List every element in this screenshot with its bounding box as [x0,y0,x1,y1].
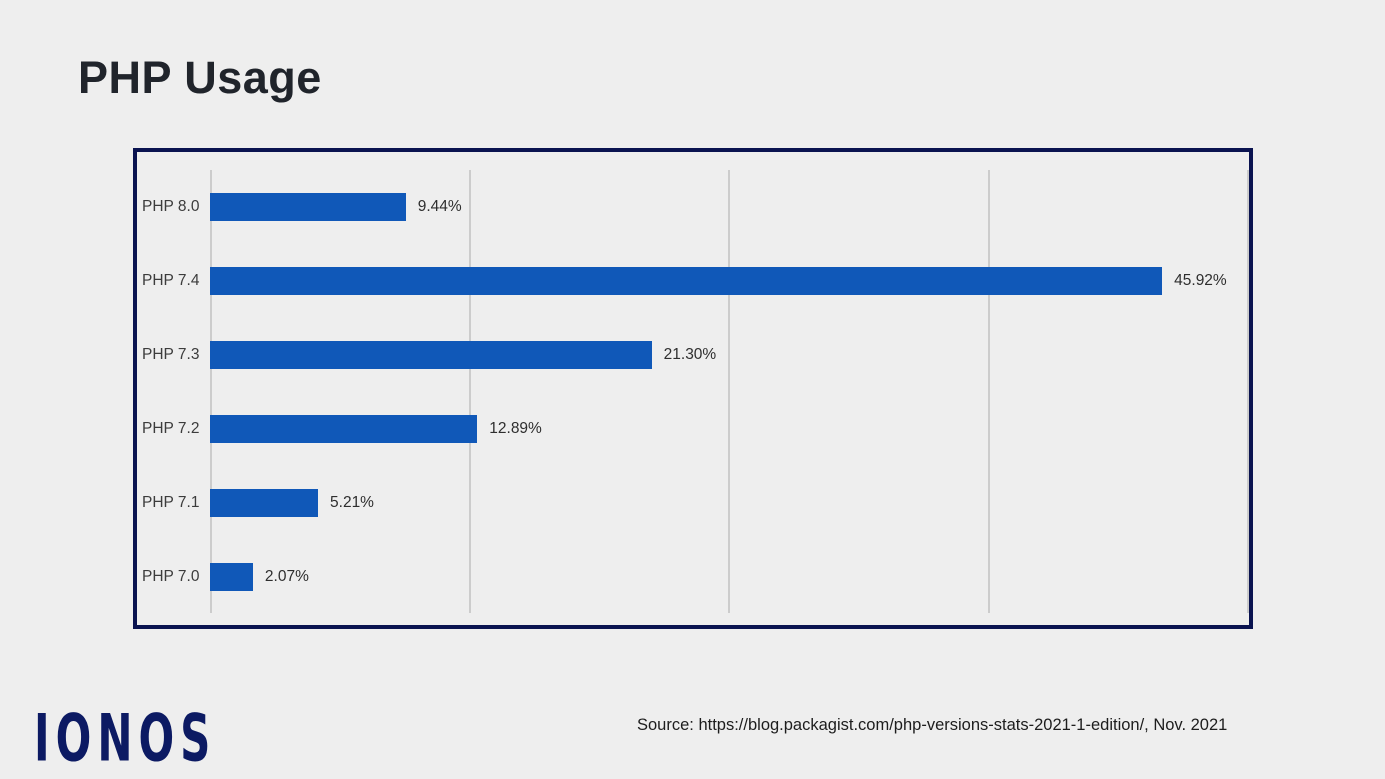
category-label: PHP 7.0 [142,568,200,585]
gridline [210,170,212,613]
value-label: 5.21% [330,494,374,511]
bar-row: PHP 7.1 5.21% [137,466,1249,540]
value-label: 45.92% [1174,272,1227,289]
bar [210,415,478,443]
category-label: PHP 7.4 [142,272,200,289]
page-title: PHP Usage [78,52,322,103]
bar [210,341,652,369]
bar [210,489,319,517]
source-citation: Source: https://blog.packagist.com/php-v… [637,716,1228,734]
category-label: PHP 8.0 [142,198,200,215]
value-label: 2.07% [264,568,309,585]
bar-row: PHP 7.3 21.30% [137,318,1249,392]
value-label: 21.30% [663,346,717,363]
category-label: PHP 7.3 [142,346,200,363]
category-label: PHP 7.2 [142,420,200,437]
bar-row: PHP 8.0 9.44% [137,170,1249,244]
value-label: 12.89% [489,420,542,437]
bar [210,193,406,221]
ionos-logo: IONOS [34,700,217,776]
bar-row: PHP 7.2 12.89% [137,392,1249,466]
category-label: PHP 7.1 [142,494,200,511]
bar [210,563,253,591]
bar-row: PHP 7.0 2.07% [137,540,1249,614]
bar-chart: PHP 8.0 9.44% PHP 7.4 45.92% PHP 7.3 21.30% PH… [133,148,1253,629]
plot-area: PHP 8.0 9.44% PHP 7.4 45.92% PHP 7.3 21.30% PH… [137,152,1249,625]
gridline [987,170,990,613]
gridline [728,170,731,613]
gridline [1246,170,1249,613]
bar [210,267,1163,295]
gridline [469,170,472,613]
bar-row: PHP 7.4 45.92% [137,244,1249,318]
value-label: 9.44% [417,198,462,215]
